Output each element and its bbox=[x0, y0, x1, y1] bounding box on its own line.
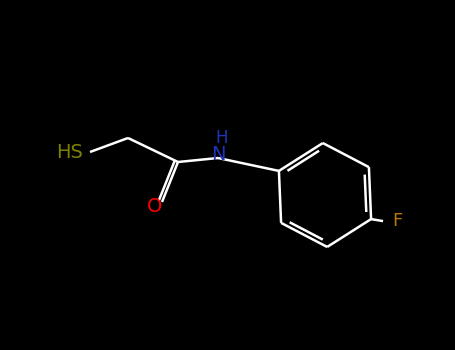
Text: H: H bbox=[216, 129, 228, 147]
Text: O: O bbox=[147, 197, 163, 217]
Text: HS: HS bbox=[56, 142, 83, 161]
Text: F: F bbox=[392, 212, 402, 230]
Text: N: N bbox=[211, 146, 225, 164]
